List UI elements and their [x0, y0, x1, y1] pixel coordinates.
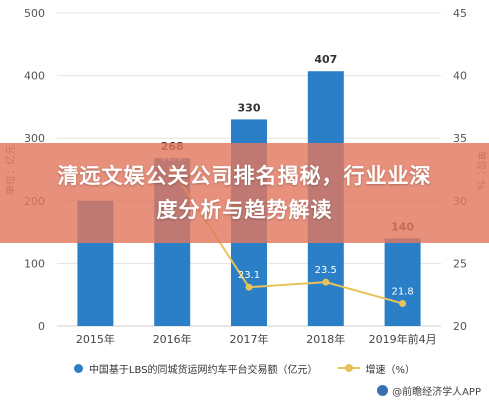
x-tick-label: 2016年	[153, 332, 192, 346]
banner-title-line2: 度分析与趋势解读	[156, 198, 333, 222]
growth-rate-data-label: 21.8	[391, 286, 413, 297]
x-tick-label: 2015年	[76, 332, 115, 346]
bar	[384, 238, 421, 326]
source-credit: @前瞻经济学人APP	[377, 383, 481, 398]
y-right-tick-label: 40	[453, 70, 467, 83]
x-tick-label: 2019年前4月	[369, 332, 437, 346]
title-banner: 清远文娱公关公司排名揭秘，行业业深 度分析与趋势解读	[0, 143, 489, 243]
banner-title-line1: 清远文娱公关公司排名揭秘，行业业深	[57, 164, 432, 188]
growth-rate-point	[399, 299, 407, 307]
y-right-tick-label: 20	[453, 320, 467, 333]
y-left-tick-label: 500	[24, 7, 45, 20]
legend-item-growth-rate: 增速（%）	[337, 361, 416, 376]
legend-label-growth-rate: 增速（%）	[365, 364, 416, 376]
growth-rate-point	[245, 283, 253, 291]
growth-rate-data-label: 23.1	[238, 270, 260, 281]
bar-data-label: 330	[238, 101, 261, 114]
legend: 中国基于LBS的同城货运网约车平台交易额（亿元） 增速（%）	[0, 358, 489, 378]
y-left-tick-label: 300	[24, 132, 45, 145]
legend-line-swatch	[337, 363, 360, 373]
legend-label-trade-volume: 中国基于LBS的同城货运网约车平台交易额（亿元）	[88, 364, 318, 376]
legend-item-trade-volume: 中国基于LBS的同城货运网约车平台交易额（亿元）	[73, 361, 318, 376]
x-tick-label: 2017年	[230, 332, 269, 346]
y-right-tick-label: 45	[453, 7, 467, 20]
source-text: @前瞻经济学人APP	[392, 387, 481, 398]
y-left-tick-label: 0	[38, 320, 45, 333]
x-tick-label: 2018年	[306, 332, 345, 346]
y-left-tick-label: 400	[24, 70, 45, 83]
banner-title: 清远文娱公关公司排名揭秘，行业业深 度分析与趋势解读	[58, 159, 432, 227]
y-left-tick-label: 100	[24, 257, 45, 270]
bar-data-label: 407	[314, 53, 337, 66]
legend-bar-swatch	[73, 363, 83, 373]
growth-rate-point	[322, 278, 330, 286]
growth-rate-data-label: 23.5	[315, 265, 337, 276]
source-logo-icon	[377, 385, 389, 396]
y-right-tick-label: 25	[453, 257, 467, 270]
y-right-tick-label: 35	[453, 132, 467, 145]
